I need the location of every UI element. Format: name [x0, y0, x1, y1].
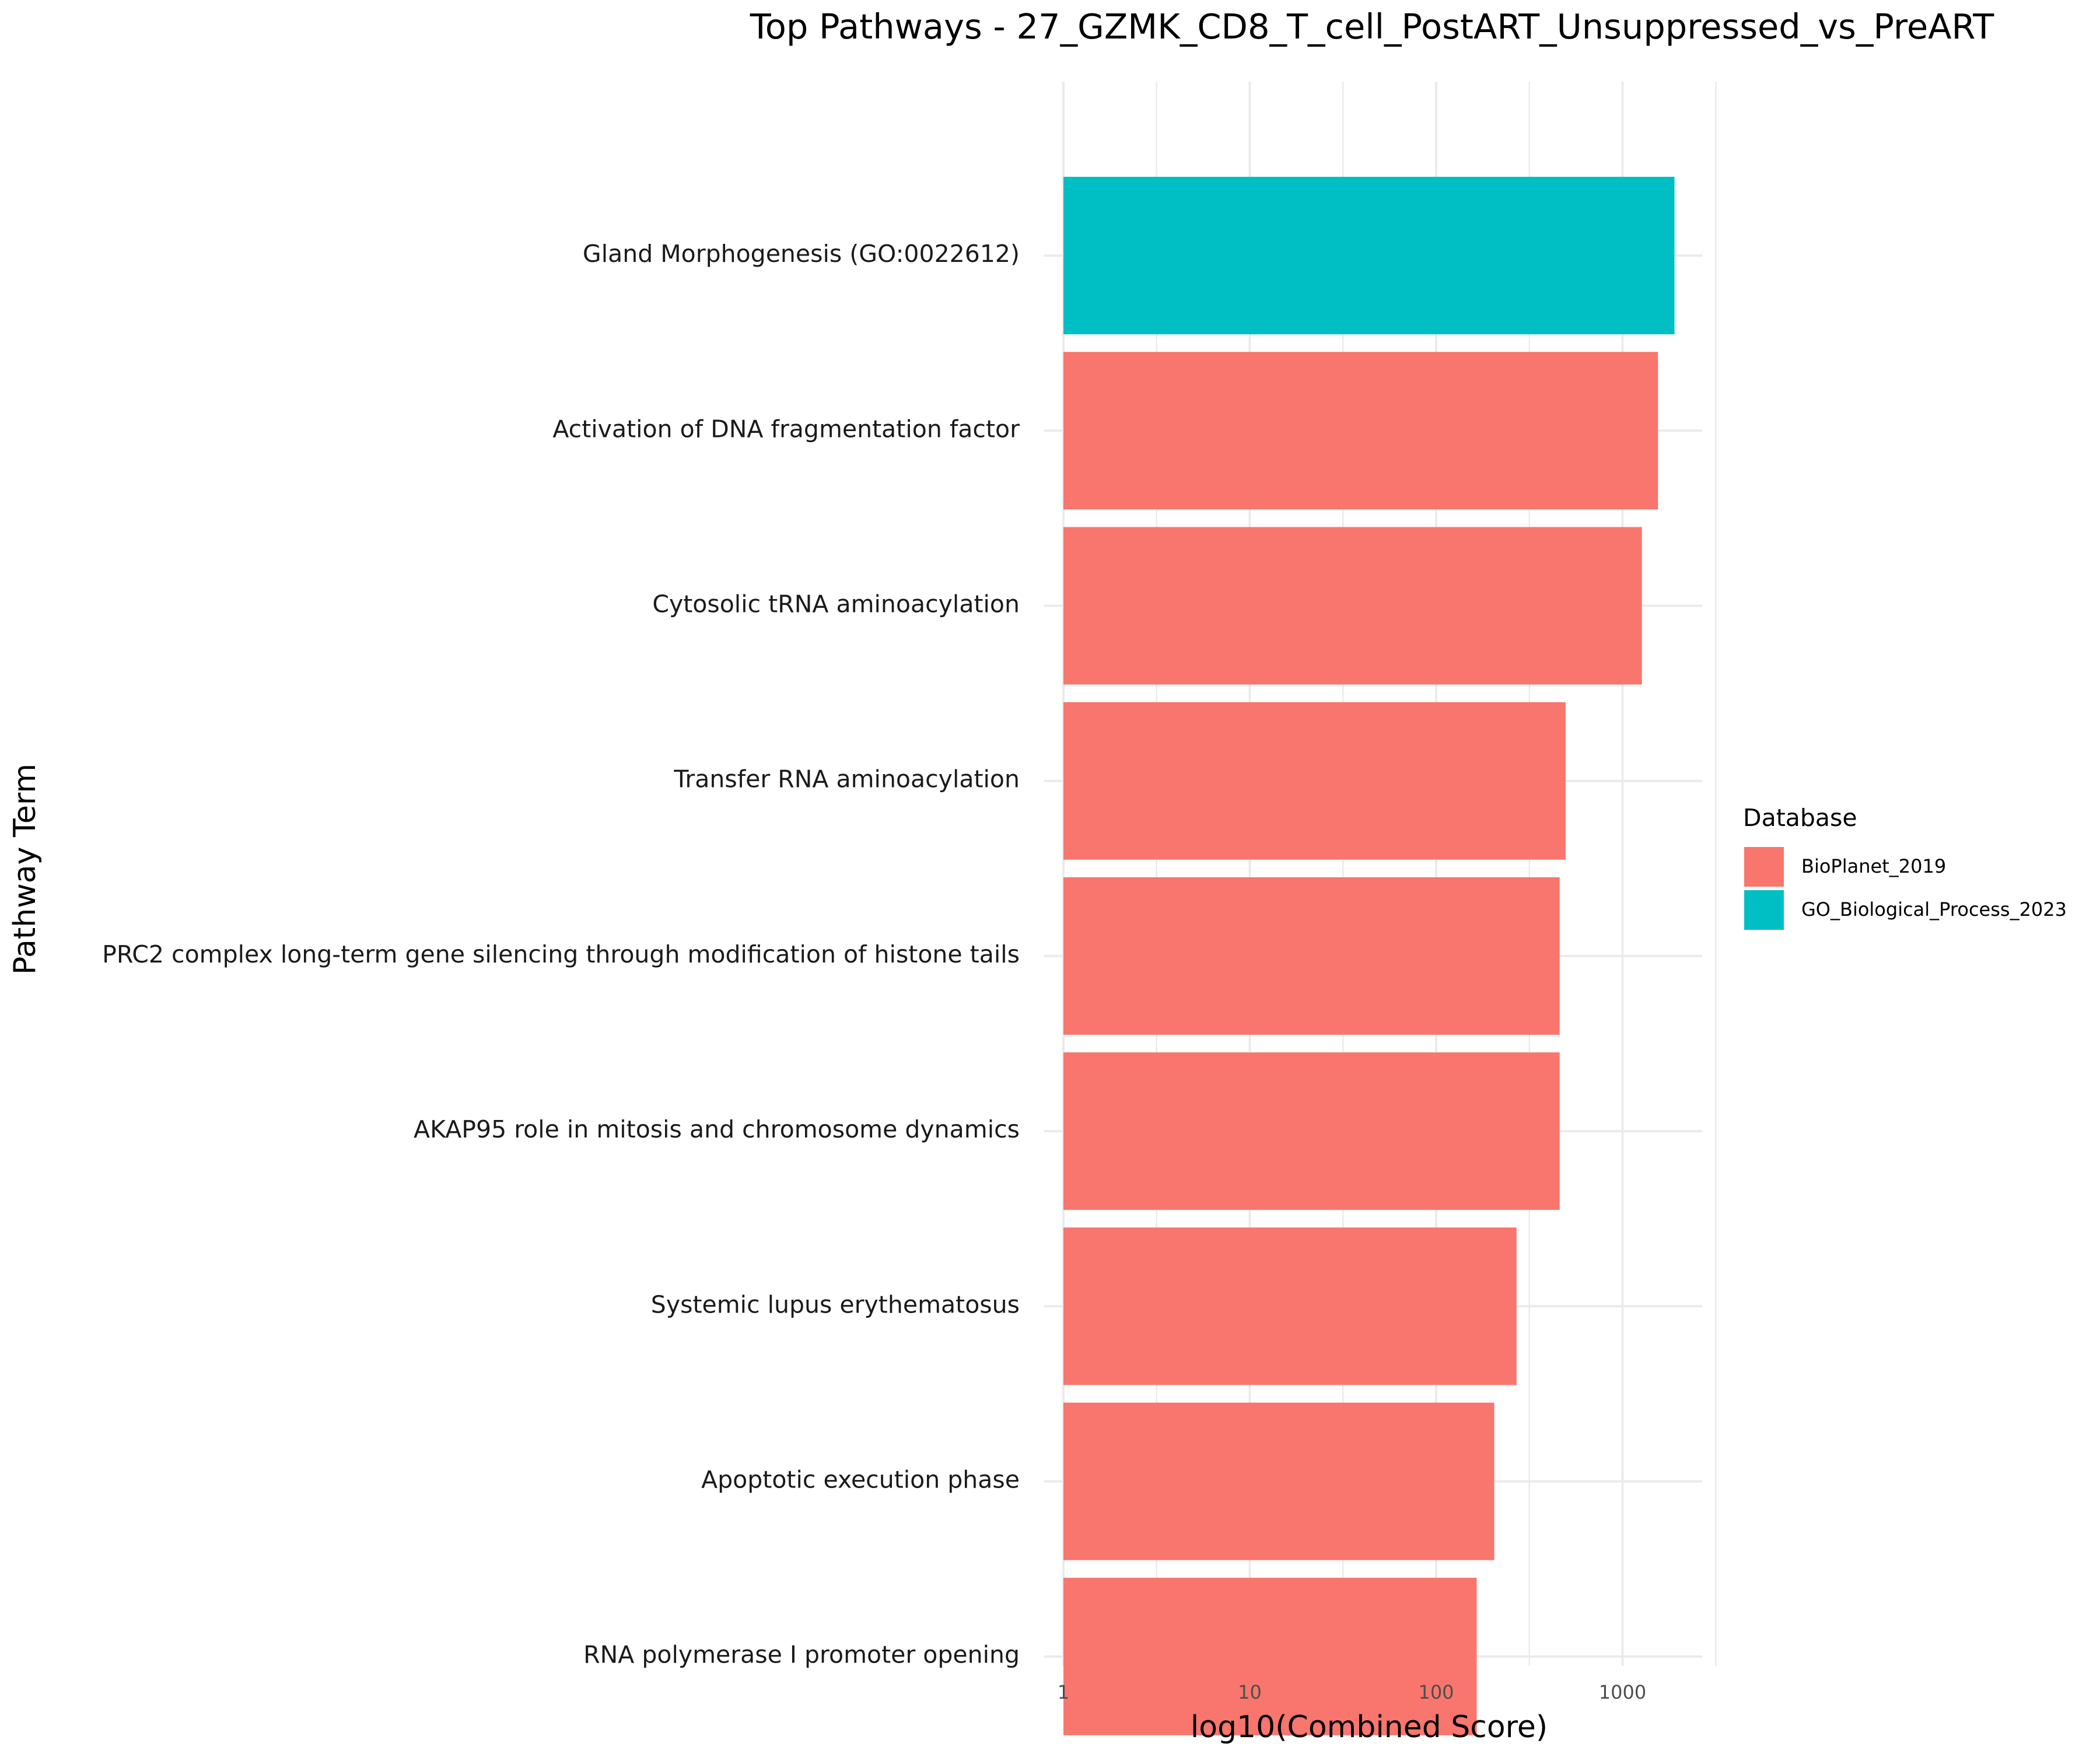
legend-label: GO_Biological_Process_2023 — [1801, 898, 2067, 921]
category-label: Transfer RNA aminoacylation — [673, 765, 1020, 793]
x-tick-labels: 1 10 100 1000 — [1058, 1681, 1646, 1703]
category-label: Cytosolic tRNA aminoacylation — [652, 590, 1020, 618]
legend-title: Database — [1743, 804, 1857, 832]
x-tick-label: 1 — [1058, 1681, 1069, 1703]
legend-label: BioPlanet_2019 — [1801, 855, 1946, 877]
minor-gridlines — [1156, 82, 1717, 1666]
category-label: Apoptotic execution phase — [701, 1466, 1020, 1494]
bars — [1063, 177, 1675, 1735]
bar — [1063, 1402, 1494, 1560]
chart-title: Top Pathways - 27_GZMK_CD8_T_cell_PostAR… — [750, 6, 1994, 47]
legend-swatch — [1744, 847, 1784, 887]
bar — [1063, 177, 1675, 335]
x-axis-title: log10(Combined Score) — [1191, 1710, 1548, 1745]
category-labels: Gland Morphogenesis (GO:0022612) Activati… — [102, 240, 1020, 1669]
category-label: PRC2 complex long-term gene silencing th… — [102, 940, 1020, 968]
legend: Database BioPlanet_2019 GO_Biological_Pro… — [1743, 804, 2067, 930]
bar — [1063, 1227, 1517, 1385]
category-label: Activation of DNA fragmentation factor — [552, 415, 1020, 443]
x-tick-label: 10 — [1238, 1681, 1262, 1703]
bar — [1063, 352, 1658, 510]
x-tick-label: 100 — [1418, 1681, 1454, 1703]
category-label: AKAP95 role in mitosis and chromosome dy… — [414, 1115, 1020, 1143]
bar — [1063, 877, 1560, 1035]
y-axis-title: Pathway Term — [8, 764, 43, 975]
legend-swatch — [1744, 890, 1784, 930]
category-label: RNA polymerase I promoter opening — [583, 1641, 1020, 1669]
x-tick-label: 1000 — [1599, 1681, 1646, 1703]
category-label: Gland Morphogenesis (GO:0022612) — [583, 240, 1020, 268]
bar — [1063, 702, 1566, 860]
bar — [1063, 1577, 1477, 1735]
category-label: Systemic lupus erythematosus — [651, 1290, 1020, 1318]
bar — [1063, 527, 1642, 685]
bar — [1063, 1052, 1560, 1210]
